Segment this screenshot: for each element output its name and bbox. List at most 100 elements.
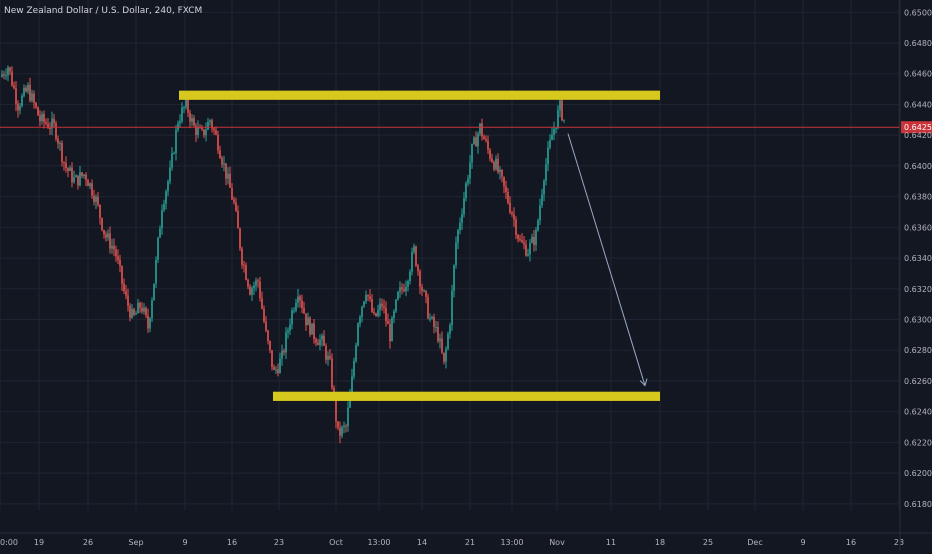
x-tick-label: 23	[894, 538, 904, 547]
zones: 0.64252	[0, 90, 932, 401]
candle-body	[109, 233, 111, 249]
candle-body	[145, 307, 147, 316]
candle-body	[35, 102, 37, 108]
x-tick-label: 26	[83, 538, 93, 547]
candle-body	[395, 299, 397, 312]
candle-body	[233, 199, 235, 203]
candle-body	[337, 421, 339, 428]
candle-body	[403, 289, 405, 292]
candle-body	[303, 308, 305, 314]
candle-body	[313, 323, 315, 340]
current-price-badge	[901, 121, 932, 134]
candle-body	[497, 158, 499, 173]
candle-body	[487, 140, 489, 150]
candle-body	[53, 118, 55, 124]
candle-body	[167, 181, 169, 192]
candle-body	[43, 113, 45, 122]
candle-body	[545, 164, 547, 181]
candle-body	[71, 167, 73, 182]
candle-body	[549, 140, 551, 148]
candle-body	[279, 358, 281, 374]
candle-body	[417, 265, 419, 272]
candle-body	[185, 97, 187, 107]
candle-body	[143, 307, 145, 312]
candle-body	[33, 93, 35, 103]
candle-body	[429, 318, 431, 320]
candle-body	[411, 251, 413, 272]
candle-body	[91, 183, 93, 196]
candle-body	[439, 338, 441, 342]
candle-body	[165, 191, 167, 204]
candle-body	[51, 118, 53, 129]
candle-body	[427, 296, 429, 319]
candle-body	[407, 281, 409, 287]
candle-body	[547, 147, 549, 165]
candle-body	[281, 350, 283, 359]
candle-body	[115, 249, 117, 257]
candle-body	[381, 303, 383, 307]
candle-body	[503, 176, 505, 187]
candle-body	[13, 85, 15, 89]
candle-body	[299, 296, 301, 301]
candle-body	[529, 242, 531, 255]
candle-body	[435, 326, 437, 328]
candle-body	[325, 345, 327, 360]
candle-body	[89, 183, 91, 187]
candle-body	[347, 407, 349, 427]
candle-body	[433, 316, 435, 328]
candle-body	[517, 234, 519, 239]
candle-body	[437, 326, 439, 342]
candle-body	[479, 123, 481, 134]
candle-body	[309, 317, 311, 335]
candle-body	[531, 236, 533, 243]
candle-body	[373, 311, 375, 314]
x-tick-label: 23	[274, 538, 284, 547]
candle-body	[555, 127, 557, 129]
candle-body	[525, 244, 527, 256]
candle-body	[79, 172, 81, 186]
candle-body	[103, 229, 105, 235]
x-tick-label: 13:00	[367, 538, 390, 547]
candle-body	[239, 228, 241, 249]
candle-body	[327, 355, 329, 360]
candle-body	[55, 123, 57, 139]
candle-body	[63, 161, 65, 163]
candle-body	[537, 220, 539, 231]
candle-body	[171, 153, 173, 168]
candle-body	[315, 339, 317, 343]
candle-body	[5, 75, 7, 77]
candle-body	[125, 291, 127, 296]
candle-body	[559, 100, 561, 111]
candle-body	[515, 219, 517, 235]
candle-body	[207, 121, 209, 130]
projection-arrowhead	[639, 378, 648, 387]
candle-body	[457, 230, 459, 243]
candle-body	[269, 340, 271, 351]
candle-body	[489, 149, 491, 159]
candle-body	[389, 324, 391, 342]
candle-body	[293, 310, 295, 312]
candle-body	[355, 345, 357, 361]
candle-body	[527, 254, 529, 256]
candle-body	[477, 133, 479, 147]
candle-body	[507, 191, 509, 203]
candle-body	[249, 286, 251, 295]
candle-body	[557, 110, 559, 128]
candle-body	[163, 203, 165, 211]
candle-body	[317, 342, 319, 345]
candle-body	[243, 264, 245, 266]
candle-body	[123, 283, 125, 292]
candle-body	[67, 168, 69, 171]
candle-body	[223, 163, 225, 165]
candle-body	[431, 316, 433, 319]
candle-body	[241, 248, 243, 265]
candle-body	[285, 332, 287, 353]
candle-body	[459, 222, 461, 231]
